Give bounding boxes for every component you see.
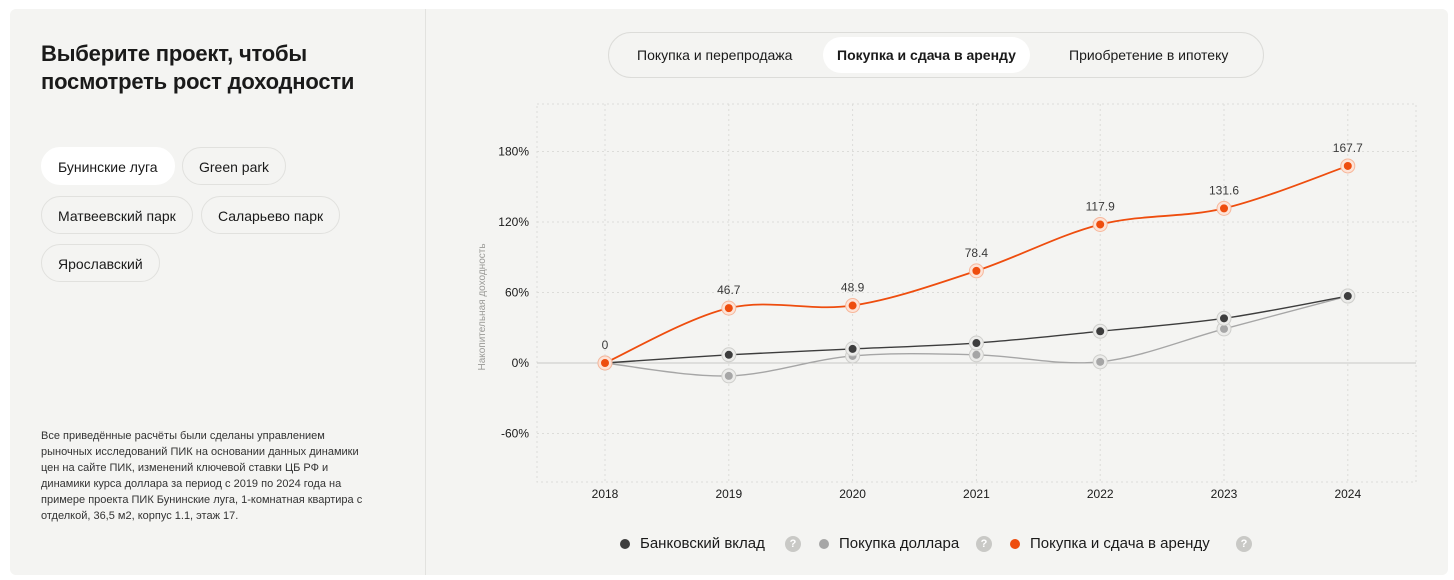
scenario-tabs: Покупка и перепродажа Покупка и сдача в …	[608, 32, 1264, 78]
data-point	[724, 371, 733, 380]
data-label: 48.9	[841, 281, 865, 295]
data-point	[1220, 324, 1228, 333]
legend-dot-dollar	[819, 539, 829, 549]
tab-buy-rent[interactable]: Покупка и сдача в аренду	[823, 37, 1030, 73]
data-point	[848, 344, 857, 353]
panel-divider	[425, 9, 426, 575]
data-point	[848, 301, 857, 310]
data-label: 46.7	[717, 283, 741, 297]
yield-chart: 180% 120% 60% 0% -60% 2018 2019 2020 2021 2022 202…	[477, 103, 1417, 501]
data-point	[972, 266, 981, 275]
project-chip-green-park[interactable]: Green park	[182, 147, 287, 185]
x-tick-label: 2021	[963, 487, 990, 501]
data-label: 78.4	[965, 246, 989, 260]
y-tick-label: 120%	[498, 215, 529, 229]
data-point	[1343, 292, 1352, 301]
tab-mortgage[interactable]: Приобретение в ипотеку	[1069, 47, 1229, 63]
legend-label-bank-deposit: Банковский вклад	[640, 535, 765, 552]
legend-dot-bank-deposit	[620, 539, 630, 549]
x-tick-label: 2023	[1211, 487, 1238, 501]
data-label: 167.7	[1333, 141, 1363, 155]
tab-buy-resell[interactable]: Покупка и перепродажа	[637, 47, 793, 63]
data-point	[1096, 357, 1105, 366]
data-point	[724, 350, 733, 359]
project-chip-buninskie-luga[interactable]: Бунинские луга	[41, 147, 175, 185]
y-axis-label: Накопительная доходность	[477, 243, 488, 370]
data-point	[972, 339, 981, 348]
y-tick-label: 180%	[498, 145, 529, 159]
question-icon[interactable]: ?	[976, 536, 992, 552]
x-tick-label: 2024	[1334, 487, 1361, 501]
data-point	[601, 359, 609, 367]
x-tick-label: 2019	[715, 487, 742, 501]
x-tick-label: 2018	[592, 487, 619, 501]
legend-label-dollar: Покупка доллара	[839, 535, 960, 552]
project-chip-salaryevo-park[interactable]: Саларьево парк	[201, 196, 341, 234]
data-point	[1096, 327, 1105, 336]
data-point	[1096, 220, 1105, 229]
y-tick-label: 60%	[505, 286, 529, 300]
data-point	[1220, 204, 1228, 213]
project-chip-matveevsky-park[interactable]: Матвеевский парк	[41, 196, 193, 234]
legend-dot-buy-rent	[1010, 539, 1020, 549]
x-tick-label: 2020	[839, 487, 866, 501]
data-point	[1343, 161, 1352, 170]
data-point	[972, 350, 981, 359]
page-title: Выберите проект, чтобы посмотреть рост д…	[41, 41, 355, 94]
question-icon[interactable]: ?	[1236, 536, 1252, 552]
project-chip-yaroslavsky[interactable]: Ярославский	[41, 244, 160, 282]
data-label: 131.6	[1209, 183, 1239, 197]
methodology-note: Все приведённые расчёты были сделаны упр…	[41, 430, 363, 522]
question-icon[interactable]: ?	[785, 536, 801, 552]
y-tick-label: 0%	[512, 356, 530, 370]
data-label: 0	[602, 338, 609, 352]
y-tick-label: -60%	[501, 427, 529, 441]
legend-label-buy-rent: Покупка и сдача в аренду	[1030, 535, 1210, 552]
x-tick-label: 2022	[1087, 487, 1114, 501]
data-point	[1220, 314, 1228, 323]
data-point	[724, 304, 733, 313]
data-label: 117.9	[1086, 199, 1115, 213]
